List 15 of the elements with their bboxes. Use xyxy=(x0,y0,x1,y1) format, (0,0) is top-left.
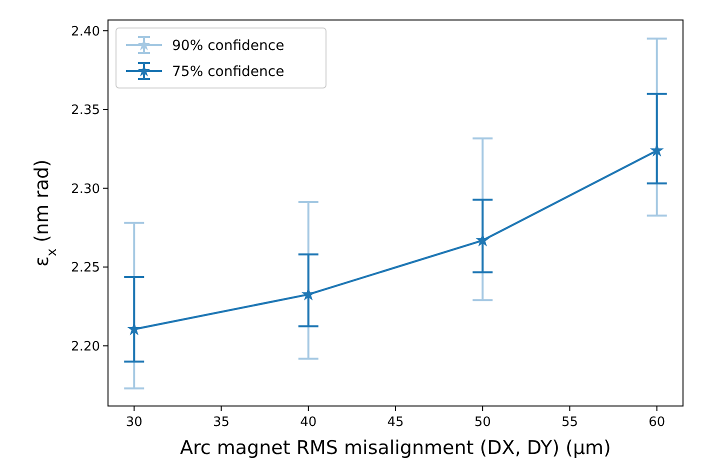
y-tick-label: 2.25 xyxy=(71,260,100,276)
x-tick-label: 30 xyxy=(126,415,142,430)
x-tick-label: 60 xyxy=(648,415,666,430)
x-tick-label: 50 xyxy=(474,415,491,430)
y-tick-label: 2.40 xyxy=(71,24,100,40)
x-tick-label: 40 xyxy=(300,415,317,430)
y-tick-label: 2.20 xyxy=(71,339,100,354)
y-tick-label: 2.35 xyxy=(71,103,100,118)
x-axis-title: Arc magnet RMS misalignment (DX, DY) (μm) xyxy=(180,437,611,459)
legend-label: 90% confidence xyxy=(172,38,284,54)
legend-label: 75% confidence xyxy=(172,64,284,80)
y-tick-label: 2.30 xyxy=(71,182,100,197)
x-tick-label: 55 xyxy=(561,415,578,430)
x-tick-label: 45 xyxy=(387,415,404,430)
x-tick-label: 35 xyxy=(212,415,230,430)
